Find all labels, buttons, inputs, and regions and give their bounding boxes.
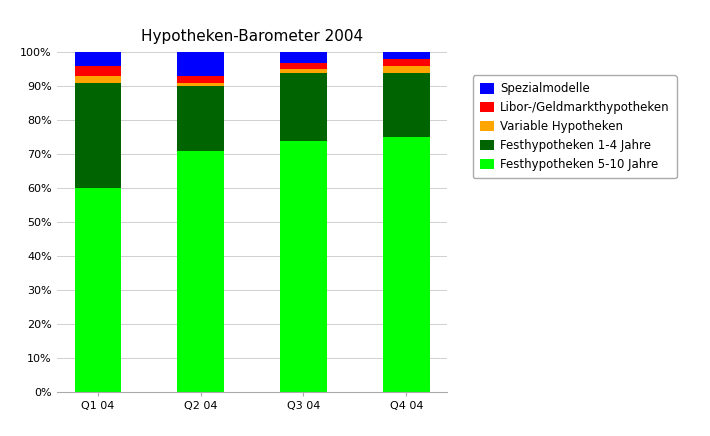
Bar (178, 76, 224, 83)
Bar (75, 188, 121, 392)
Bar (383, 59, 430, 66)
Bar (75, 76, 121, 83)
Bar (280, 69, 327, 73)
Bar (178, 52, 224, 76)
Bar (280, 73, 327, 141)
Bar (178, 86, 224, 151)
Bar (75, 83, 121, 188)
Bar (383, 73, 430, 137)
Bar (280, 141, 327, 392)
Bar (383, 66, 430, 73)
Bar (383, 52, 430, 59)
Bar (178, 83, 224, 86)
Bar (178, 151, 224, 392)
Legend: Spezialmodelle, Libor-/Geldmarkthypotheken, Variable Hypotheken, Festhypotheken : Spezialmodelle, Libor-/Geldmarkthypothek… (473, 75, 677, 178)
Bar (75, 66, 121, 76)
Title: Hypotheken-Barometer 2004: Hypotheken-Barometer 2004 (141, 29, 363, 44)
Bar (75, 52, 121, 66)
Bar (280, 52, 327, 62)
Bar (280, 62, 327, 69)
Bar (383, 137, 430, 392)
